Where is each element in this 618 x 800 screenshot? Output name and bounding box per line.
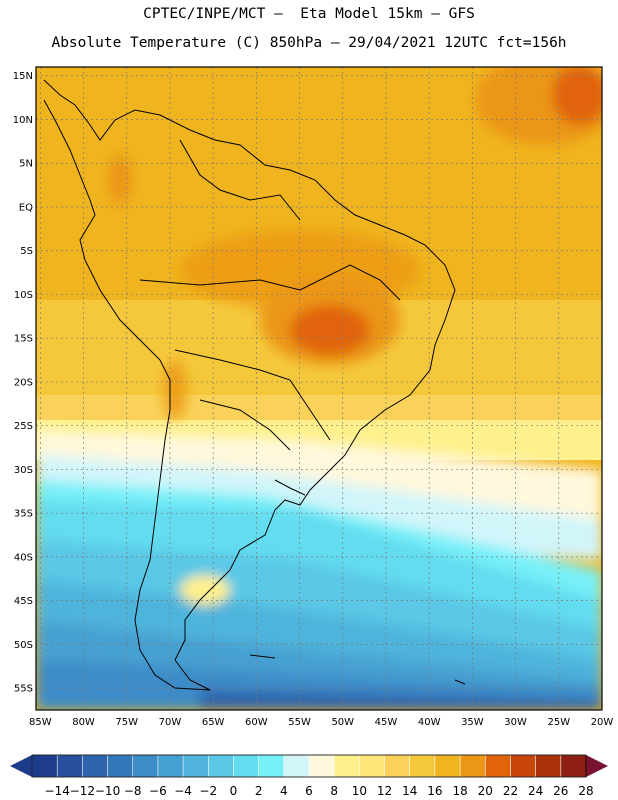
latitude-labels: 15N 10N 5N EQ 5S 10S 15S 20S 25S 30S 35S 40S 45S 50S 5… — [13, 71, 33, 694]
colorbar-over-arrow — [586, 755, 608, 777]
colorbar-swatch — [409, 754, 436, 778]
colorbar-swatch — [207, 754, 235, 778]
colorbar-label: −4 — [174, 784, 192, 798]
colorbar-label: −2 — [199, 784, 217, 798]
colorbar-label: 28 — [578, 784, 593, 798]
colorbar-label: 4 — [280, 784, 288, 798]
longitude-label: 30W — [504, 717, 527, 728]
longitude-label: 70W — [159, 717, 182, 728]
title-line-1: CPTEC/INPE/MCT – Eta Model 15km – GFS — [143, 6, 475, 22]
latitude-label: 45S — [14, 596, 33, 607]
latitude-label: 25S — [14, 421, 33, 432]
longitude-label: 65W — [202, 717, 225, 728]
latitude-label: 50S — [14, 640, 33, 651]
colorbar-label: 6 — [305, 784, 313, 798]
colorbar-label: 24 — [528, 784, 543, 798]
coastlines — [43, 79, 466, 691]
colorbar-swatch — [233, 754, 260, 778]
latitude-label: 40S — [14, 552, 33, 563]
longitude-label: 75W — [115, 717, 138, 728]
colorbar-label: −10 — [95, 784, 120, 798]
latitude-label: 5S — [20, 246, 33, 257]
latitude-label: EQ — [19, 202, 33, 213]
longitude-label: 45W — [375, 717, 398, 728]
longitude-label: 35W — [461, 717, 484, 728]
latitude-label: 10N — [13, 115, 33, 126]
title-line-2: Absolute Temperature (C) 850hPa – 29/04/… — [51, 35, 567, 51]
colorbar-label: −12 — [70, 784, 95, 798]
colorbar-swatch — [31, 754, 58, 778]
colorbar-swatch — [82, 754, 109, 778]
graticule — [36, 67, 602, 710]
colorbar-swatch — [283, 754, 310, 778]
colorbar-label: 20 — [478, 784, 493, 798]
colorbar-swatch — [359, 754, 386, 778]
longitude-label: 85W — [29, 717, 52, 728]
colorbar-swatch — [107, 754, 134, 778]
latitude-label: 10S — [14, 290, 33, 301]
colorbar-swatch — [333, 754, 360, 778]
colorbar-label: 0 — [230, 784, 238, 798]
colorbar-label: −8 — [124, 784, 142, 798]
longitude-label: 50W — [331, 717, 354, 728]
temperature-field — [36, 67, 602, 710]
colorbar-swatch — [182, 754, 209, 778]
colorbar-swatch — [560, 754, 587, 778]
colorbar-swatch — [157, 754, 184, 778]
colorbar-swatch — [510, 754, 537, 778]
latitude-label: 35S — [14, 509, 33, 520]
colorbar-label: −14 — [45, 784, 70, 798]
colorbar-swatch — [484, 754, 512, 778]
colorbar-swatch — [535, 754, 562, 778]
latitude-label: 15S — [14, 334, 33, 345]
colorbar-swatch — [308, 754, 335, 778]
colorbar-under-arrow — [10, 755, 32, 777]
colorbar-swatch — [132, 754, 159, 778]
map-frame — [35, 66, 603, 711]
latitude-label: 20S — [14, 377, 33, 388]
colorbar-swatch — [258, 754, 285, 778]
colorbar-label: 18 — [452, 784, 467, 798]
longitude-labels: 85W 80W 75W 70W 65W 60W 55W 50W 45W 40W 35W 30W 25W 2… — [29, 717, 613, 728]
colorbar-label: 2 — [255, 784, 263, 798]
latitude-label: 30S — [14, 465, 33, 476]
colorbar-label: 12 — [377, 784, 392, 798]
longitude-label: 55W — [288, 717, 311, 728]
longitude-label: 25W — [547, 717, 570, 728]
colorbar-label: 22 — [503, 784, 518, 798]
colorbar-label: 16 — [427, 784, 442, 798]
longitude-label: 40W — [418, 717, 441, 728]
colorbar-label: 26 — [553, 784, 568, 798]
latitude-label: 55S — [14, 684, 33, 695]
longitude-label: 60W — [245, 717, 268, 728]
colorbar-label: 10 — [352, 784, 367, 798]
colorbar: −14 −12 −10 −8 −6 −4 −2 0 2 4 6 8 10 12 14 16 18 20 22 24 26… — [10, 754, 608, 798]
colorbar-swatch — [56, 754, 83, 778]
colorbar-swatch — [459, 754, 486, 778]
latitude-label: 15N — [13, 71, 33, 82]
colorbar-label: 8 — [330, 784, 338, 798]
longitude-label: 80W — [72, 717, 95, 728]
latitude-label: 5N — [19, 159, 33, 170]
colorbar-swatch — [384, 754, 411, 778]
longitude-label: 20W — [591, 717, 614, 728]
colorbar-swatch — [434, 754, 461, 778]
colorbar-label: −6 — [149, 784, 167, 798]
colorbar-label: 14 — [402, 784, 417, 798]
